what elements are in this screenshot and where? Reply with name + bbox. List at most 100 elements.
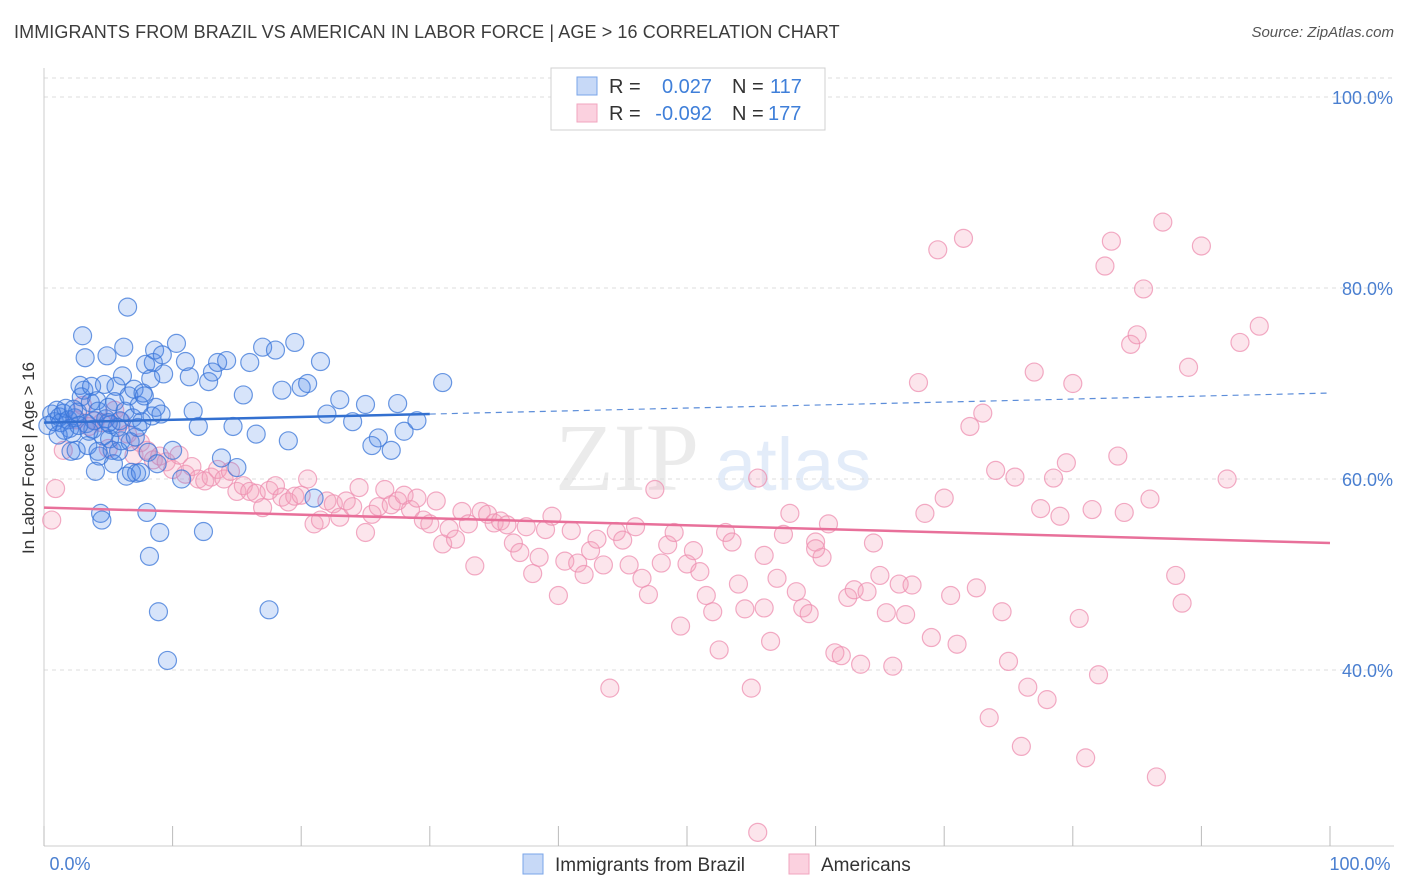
data-point-americans	[934, 488, 954, 508]
y-tick-label: 40.0%	[1342, 661, 1393, 681]
data-point-americans	[908, 372, 929, 393]
data-point-brazil	[188, 416, 208, 437]
data-point-brazil	[166, 333, 187, 353]
data-point-americans	[362, 504, 382, 524]
data-point-americans	[497, 515, 517, 535]
data-point-brazil	[368, 428, 388, 448]
data-point-americans	[703, 602, 723, 622]
data-point-americans	[343, 497, 363, 517]
data-point-americans	[941, 585, 961, 606]
data-point-brazil	[343, 412, 363, 432]
y-tick-labels: 40.0% 60.0% 80.0% 100.0%	[1332, 88, 1393, 681]
data-point-americans	[1153, 212, 1173, 232]
data-point-americans	[1056, 453, 1076, 473]
data-point-americans	[786, 582, 806, 602]
data-point-brazil	[157, 650, 178, 671]
data-point-brazil	[139, 546, 160, 566]
data-point-americans	[130, 433, 151, 453]
data-point-americans	[298, 469, 318, 489]
data-point-americans	[45, 478, 66, 499]
data-point-brazil	[72, 326, 93, 346]
data-point-americans	[214, 469, 234, 489]
data-point-americans	[670, 616, 691, 636]
data-point-americans	[1005, 467, 1025, 487]
data-point-brazil	[179, 367, 199, 387]
data-point-americans	[851, 654, 871, 674]
data-point-brazil	[298, 373, 318, 394]
data-point-americans	[651, 553, 671, 573]
data-point-americans	[992, 602, 1012, 622]
data-point-americans	[805, 539, 826, 559]
data-point-americans	[715, 522, 736, 543]
bottom-legend-label-blue: Immigrants from Brazil	[555, 855, 745, 876]
data-point-brazil	[75, 348, 95, 368]
data-point-brazil	[381, 440, 401, 460]
data-point-brazil	[240, 352, 260, 373]
data-point-brazil	[98, 413, 118, 433]
trend-lines	[43, 392, 1331, 545]
legend-n-label-blue: N =	[732, 76, 764, 98]
data-point-americans	[1063, 373, 1083, 394]
data-point-americans	[1069, 608, 1089, 629]
data-point-americans	[921, 627, 941, 648]
data-point-americans	[1249, 316, 1269, 336]
data-point-americans	[1076, 748, 1096, 768]
y-tick-label: 60.0%	[1342, 470, 1393, 490]
data-point-brazil	[175, 351, 196, 372]
data-point-americans	[728, 574, 749, 594]
data-point-americans	[1031, 499, 1051, 519]
data-point-brazil	[193, 521, 214, 542]
legend-swatch-blue	[576, 76, 598, 96]
bottom-legend-swatch-pink	[788, 853, 810, 875]
data-point-brazil	[134, 386, 154, 406]
trend-line-brazil	[43, 412, 430, 424]
legend-n-value-pink: 177	[768, 103, 801, 125]
data-point-brazil	[355, 394, 376, 415]
data-point-americans	[593, 555, 614, 575]
data-point-americans	[349, 477, 369, 498]
data-point-americans	[883, 656, 903, 676]
data-point-americans	[1095, 256, 1115, 276]
x-tick-label-max: 100.0%	[1329, 854, 1390, 874]
trend-line-brazil-extension	[429, 392, 1331, 415]
data-point-americans	[709, 640, 729, 660]
data-point-americans	[986, 460, 1006, 481]
legend-r-label-blue: R =	[609, 76, 641, 98]
data-point-brazil	[272, 380, 292, 400]
x-ticks	[43, 826, 1331, 846]
data-point-brazil	[265, 340, 286, 360]
data-point-americans	[182, 456, 202, 477]
data-point-brazil	[69, 415, 89, 436]
data-point-brazil	[150, 522, 170, 543]
data-point-americans	[1172, 593, 1192, 613]
bottom-legend-label-pink: Americans	[821, 855, 911, 876]
data-point-americans	[928, 240, 948, 260]
data-point-americans	[876, 603, 896, 623]
data-point-americans	[523, 563, 543, 584]
bottom-legend-swatch-blue	[522, 853, 544, 875]
data-point-americans	[1011, 736, 1031, 757]
data-point-brazil	[259, 600, 279, 620]
data-point-americans	[748, 822, 768, 842]
data-point-brazil	[88, 441, 108, 461]
data-point-americans	[1018, 677, 1038, 697]
data-point-americans	[683, 541, 704, 561]
data-point-americans	[452, 501, 472, 522]
chart-title: IMMIGRANTS FROM BRAZIL VS AMERICAN IN LA…	[14, 22, 840, 42]
data-point-brazil	[114, 337, 134, 357]
data-point-brazil	[223, 416, 243, 437]
data-point-brazil	[285, 332, 305, 353]
series-americans	[42, 212, 1269, 842]
data-point-brazil	[63, 399, 84, 419]
data-point-americans	[838, 587, 858, 608]
data-point-brazil	[199, 371, 219, 392]
data-point-brazil	[317, 404, 337, 424]
data-point-americans	[510, 542, 530, 563]
data-point-americans	[265, 476, 286, 496]
data-point-brazil	[112, 366, 133, 386]
data-point-americans	[1088, 665, 1109, 685]
data-point-brazil	[117, 297, 138, 317]
y-axis-label: In Labor Force | Age > 16	[19, 362, 38, 554]
data-point-brazil	[141, 369, 161, 389]
data-point-americans	[1108, 446, 1128, 466]
